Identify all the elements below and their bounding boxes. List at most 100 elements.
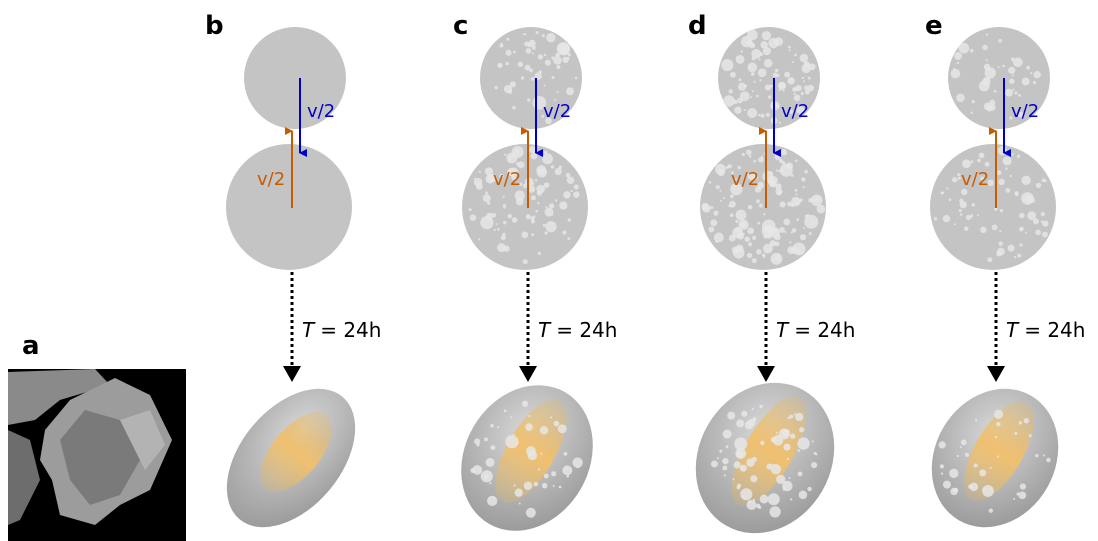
- crater: [1003, 156, 1012, 165]
- crater: [787, 458, 789, 460]
- crater: [711, 461, 718, 468]
- crater: [562, 57, 568, 63]
- crater: [566, 87, 574, 95]
- crater: [809, 232, 812, 235]
- crater: [950, 488, 957, 495]
- crater: [791, 197, 801, 207]
- crater: [575, 77, 578, 80]
- crater: [741, 411, 747, 417]
- crater: [738, 78, 741, 81]
- crater: [970, 160, 973, 163]
- crater: [757, 222, 760, 225]
- crater: [734, 437, 747, 450]
- crater: [1005, 89, 1013, 97]
- panel: cv/2v/2T= 24h: [435, 11, 618, 541]
- crater: [956, 94, 965, 103]
- crater: [749, 155, 752, 158]
- crater: [508, 90, 512, 94]
- crater: [546, 33, 555, 42]
- crater: [513, 51, 516, 54]
- crater: [497, 228, 500, 231]
- crater: [758, 68, 767, 77]
- crater: [791, 248, 797, 254]
- crater: [986, 59, 988, 61]
- crater: [515, 149, 519, 153]
- crater: [792, 87, 797, 92]
- crater: [535, 179, 538, 182]
- crater: [801, 92, 804, 95]
- crater: [999, 230, 1001, 232]
- crater: [1033, 218, 1039, 224]
- crater: [559, 201, 567, 209]
- crater: [504, 410, 507, 413]
- crater: [574, 184, 579, 189]
- crater: [794, 413, 796, 415]
- crater: [782, 161, 786, 165]
- velocity-label: v/2: [493, 169, 521, 190]
- crater: [766, 113, 770, 117]
- crater: [970, 112, 972, 114]
- crater: [525, 178, 534, 187]
- crater: [767, 234, 771, 238]
- crater: [1035, 454, 1038, 457]
- crater: [762, 31, 771, 40]
- asteroid-photo: [8, 369, 186, 541]
- crater: [796, 218, 799, 221]
- panel: ev/2v/2T= 24h: [907, 11, 1085, 541]
- crater: [515, 489, 523, 497]
- crater: [1008, 67, 1015, 74]
- crater: [959, 209, 962, 212]
- crater: [764, 59, 773, 68]
- crater: [768, 95, 771, 98]
- crater: [735, 220, 738, 223]
- crater: [527, 43, 531, 47]
- crater: [525, 423, 533, 431]
- crater: [1017, 155, 1020, 158]
- crater: [470, 214, 476, 220]
- crater: [540, 453, 542, 455]
- crater: [968, 484, 973, 489]
- crater: [985, 67, 996, 78]
- time-symbol: T: [302, 318, 316, 342]
- crater: [962, 159, 971, 168]
- crater: [740, 488, 752, 500]
- crater: [486, 458, 495, 467]
- crater: [549, 203, 554, 208]
- crater: [740, 467, 743, 470]
- crater: [734, 461, 741, 468]
- crater: [559, 486, 562, 489]
- crater: [802, 77, 804, 79]
- crater: [494, 229, 496, 231]
- crater: [732, 227, 743, 238]
- crater: [960, 446, 962, 448]
- crater: [538, 468, 540, 470]
- crater: [722, 458, 728, 464]
- crater: [544, 54, 547, 57]
- crater: [793, 93, 795, 95]
- crater: [723, 430, 732, 439]
- crater: [1009, 79, 1014, 84]
- crater: [965, 453, 969, 457]
- crater: [940, 464, 944, 468]
- crater: [736, 55, 745, 64]
- crater: [496, 223, 498, 225]
- crater: [746, 149, 752, 155]
- lower-body: [226, 144, 352, 270]
- crater: [524, 482, 532, 490]
- merged-body: [669, 357, 861, 541]
- crater: [505, 62, 509, 66]
- crater: [559, 165, 562, 168]
- crater: [1035, 230, 1041, 236]
- crater: [554, 421, 560, 427]
- crater: [811, 222, 813, 224]
- crater: [766, 463, 772, 469]
- crater: [761, 156, 763, 158]
- crater: [556, 65, 560, 69]
- crater: [789, 49, 791, 51]
- crater: [724, 474, 726, 476]
- crater: [756, 199, 760, 203]
- crater: [536, 31, 539, 34]
- crater: [479, 171, 481, 173]
- crater: [571, 190, 573, 192]
- arrow-head: [519, 366, 537, 382]
